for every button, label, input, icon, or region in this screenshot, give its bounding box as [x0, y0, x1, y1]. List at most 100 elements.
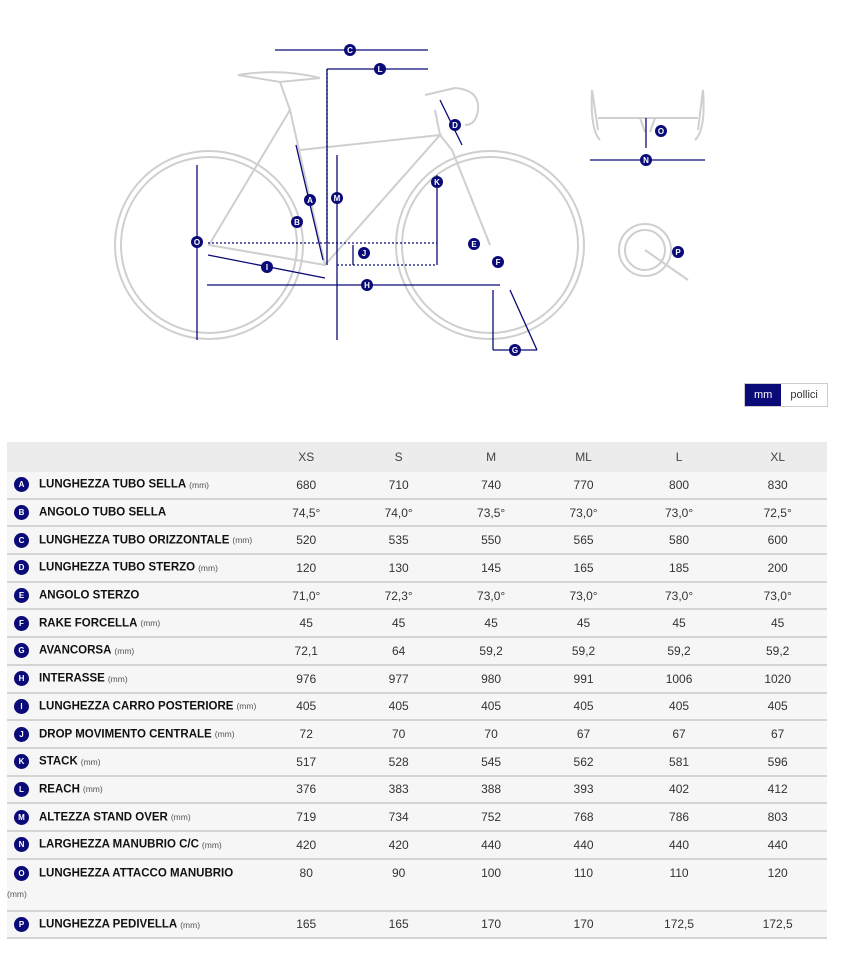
- unit-label: (mm): [80, 756, 101, 767]
- value-cell: 768: [537, 803, 630, 832]
- unit-label: (mm): [189, 479, 209, 490]
- value-cell: 172,5: [728, 910, 827, 940]
- measurement-name: STACK: [39, 755, 78, 768]
- value-cell: 172,5: [629, 910, 729, 940]
- unit-label: (mm): [170, 812, 191, 823]
- value-cell: 680: [260, 472, 353, 500]
- value-cell: 165: [537, 554, 630, 583]
- table-row: L REACH (mm) 376 383 388 393 402 412: [7, 775, 827, 805]
- value-cell: 393: [537, 775, 630, 805]
- marker-badge: M: [14, 809, 29, 825]
- table-row: F RAKE FORCELLA (mm) 45 45 45 45 45 45: [7, 609, 827, 639]
- marker-badge: E: [14, 588, 29, 604]
- value-cell: 73,0°: [537, 498, 630, 528]
- value-cell: 170: [537, 910, 630, 940]
- measurement-name: RAKE FORCELLA: [39, 617, 138, 630]
- value-cell: 170: [444, 910, 538, 940]
- value-cell: 562: [537, 747, 630, 777]
- table-row: G AVANCORSA (mm) 72,1 64 59,2 59,2 59,2 59,2: [7, 637, 827, 666]
- value-cell: 74,0°: [352, 498, 445, 528]
- marker-badge: L: [14, 781, 29, 797]
- value-cell: 73,0°: [629, 498, 729, 528]
- row-label: B ANGOLO TUBO SELLA: [7, 498, 260, 528]
- value-cell: 45: [629, 609, 729, 639]
- value-cell: 830: [728, 472, 827, 500]
- value-cell: 110: [629, 858, 729, 912]
- value-cell: 73,0°: [537, 581, 630, 611]
- measurement-name: LUNGHEZZA CARRO POSTERIORE: [39, 700, 234, 713]
- value-cell: 145: [444, 554, 538, 583]
- svg-text:D: D: [452, 121, 458, 130]
- row-label: H INTERASSE (mm): [7, 664, 260, 694]
- unit-label: (mm): [7, 888, 27, 899]
- row-label: P LUNGHEZZA PEDIVELLA (mm): [7, 910, 260, 940]
- measurement-name: ANGOLO STERZO: [39, 589, 140, 602]
- value-cell: 980: [444, 664, 538, 694]
- unit-label: (mm): [214, 729, 235, 740]
- value-cell: 45: [728, 609, 827, 639]
- value-cell: 383: [352, 775, 445, 805]
- value-cell: 719: [260, 803, 353, 832]
- value-cell: 405: [444, 692, 538, 722]
- unit-label: (mm): [236, 701, 257, 712]
- value-cell: 1006: [629, 664, 729, 694]
- table-row: D LUNGHEZZA TUBO STERZO (mm) 120 130 145 165 18…: [7, 554, 827, 583]
- row-label: F RAKE FORCELLA (mm): [7, 609, 260, 639]
- marker-badge: P: [14, 916, 29, 932]
- svg-text:E: E: [471, 240, 477, 249]
- size-header: XS: [260, 442, 353, 472]
- size-header: ML: [537, 442, 630, 472]
- marker-badge: H: [14, 671, 29, 687]
- unit-label: (mm): [82, 784, 103, 795]
- value-cell: 991: [537, 664, 630, 694]
- table-row: I LUNGHEZZA CARRO POSTERIORE (mm) 405 405 405…: [7, 692, 827, 722]
- value-cell: 67: [537, 720, 630, 749]
- marker-badge: D: [14, 560, 29, 576]
- value-cell: 710: [352, 472, 445, 500]
- value-cell: 550: [444, 526, 538, 556]
- size-header: S: [352, 442, 445, 472]
- value-cell: 740: [444, 472, 538, 500]
- value-cell: 734: [352, 803, 445, 832]
- value-cell: 59,2: [629, 637, 729, 666]
- value-cell: 405: [629, 692, 729, 722]
- value-cell: 130: [352, 554, 445, 583]
- value-cell: 110: [537, 858, 630, 912]
- measurement-name: ANGOLO TUBO SELLA: [39, 506, 167, 519]
- unit-inches-button[interactable]: pollici: [781, 384, 827, 406]
- table-row: B ANGOLO TUBO SELLA 74,5° 74,0° 73,5° 73,0° 73…: [7, 498, 827, 528]
- value-cell: 100: [444, 858, 538, 912]
- svg-text:O: O: [658, 127, 664, 136]
- marker-badge: B: [14, 505, 29, 521]
- svg-text:G: G: [512, 346, 518, 355]
- row-label: D LUNGHEZZA TUBO STERZO (mm): [7, 554, 260, 583]
- table-row: N LARGHEZZA MANUBRIO C/C (mm) 420 420 440 440 4…: [7, 830, 827, 860]
- marker-badge: I: [14, 698, 29, 714]
- svg-text:A: A: [307, 196, 313, 205]
- header-blank: [7, 442, 260, 472]
- unit-label: (mm): [114, 646, 135, 656]
- svg-text:N: N: [643, 156, 649, 165]
- value-cell: 402: [629, 775, 729, 805]
- table-row: O LUNGHEZZA ATTACCO MANUBRIO (mm) 80 90 100 11…: [7, 858, 827, 912]
- value-cell: 59,2: [728, 637, 827, 666]
- size-header: XL: [728, 442, 827, 472]
- table-row: K STACK (mm) 517 528 545 562 581 596: [7, 747, 827, 777]
- value-cell: 752: [444, 803, 538, 832]
- row-label: L REACH (mm): [7, 775, 260, 805]
- measurement-name: LUNGHEZZA TUBO SELLA: [39, 478, 187, 491]
- marker-badge: A: [14, 477, 29, 493]
- svg-text:H: H: [364, 281, 370, 290]
- value-cell: 412: [728, 775, 827, 805]
- measurement-name: AVANCORSA: [39, 645, 112, 657]
- bike-geometry-diagram: A B C D E F G H I J K L M N O O P: [114, 44, 705, 356]
- value-cell: 405: [537, 692, 630, 722]
- unit-mm-button[interactable]: mm: [745, 384, 782, 406]
- row-label: J DROP MOVIMENTO CENTRALE (mm): [7, 720, 260, 749]
- value-cell: 545: [444, 747, 538, 777]
- size-header: L: [629, 442, 729, 472]
- unit-label: (mm): [232, 535, 253, 546]
- value-cell: 580: [629, 526, 729, 556]
- value-cell: 72,1: [260, 637, 353, 666]
- marker-badge: G: [14, 643, 29, 659]
